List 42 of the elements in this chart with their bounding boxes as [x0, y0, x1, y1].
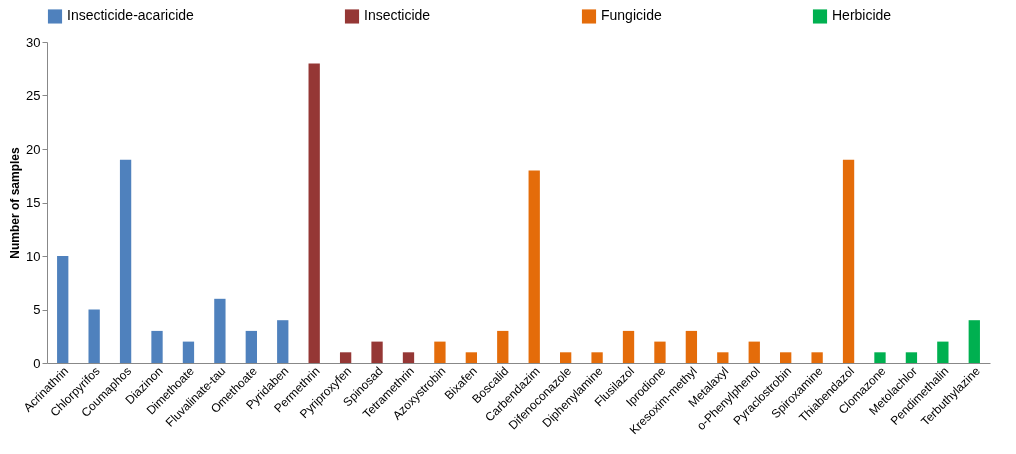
- y-tick-label: 30: [26, 34, 41, 50]
- y-tick-label: 25: [26, 88, 41, 103]
- bar: [685, 330, 698, 363]
- bar: [968, 320, 980, 363]
- bar: [402, 352, 415, 363]
- bar: [559, 352, 572, 363]
- bar: [780, 352, 792, 363]
- bar: [57, 256, 69, 363]
- bar: [151, 330, 163, 363]
- bar: [434, 341, 446, 363]
- bar: [528, 170, 540, 363]
- y-tick-label: 20: [26, 141, 41, 157]
- bar: [622, 330, 635, 363]
- bar: [277, 320, 289, 363]
- bar: [119, 159, 132, 363]
- bar: [591, 352, 603, 363]
- bar: [245, 330, 257, 363]
- y-axis-title: Number of samples: [8, 147, 23, 259]
- bar: [905, 352, 918, 363]
- bar: [811, 352, 823, 363]
- bar: [937, 341, 949, 363]
- legend-label: Fungicide: [601, 7, 662, 24]
- legend-label: Herbicide: [832, 7, 892, 24]
- bar: [748, 341, 760, 363]
- legend-label: Insecticide-acaricide: [67, 7, 195, 24]
- y-tick-label: 5: [33, 302, 41, 317]
- bar: [214, 298, 226, 363]
- bar: [842, 159, 855, 363]
- bar: [497, 330, 509, 363]
- bar: [88, 309, 100, 363]
- bar: [182, 341, 195, 363]
- bar: [308, 63, 320, 363]
- bar: [717, 352, 729, 363]
- legend-label: Insecticide: [364, 7, 431, 24]
- y-tick-label: 0: [33, 355, 41, 371]
- y-tick-label: 10: [26, 248, 41, 264]
- bar: [371, 341, 383, 363]
- bar: [654, 341, 666, 363]
- bar: [874, 352, 886, 363]
- bar: [465, 352, 478, 363]
- bar: [339, 352, 352, 363]
- y-tick-label: 15: [26, 195, 41, 210]
